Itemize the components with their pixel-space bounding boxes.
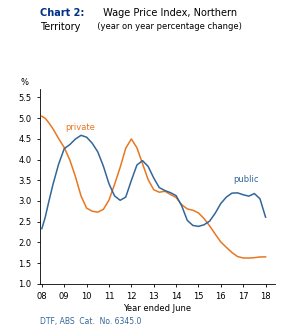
Text: (year on year percentage change): (year on year percentage change) <box>92 22 242 31</box>
Text: private: private <box>65 123 95 132</box>
Text: Wage Price Index, Northern: Wage Price Index, Northern <box>100 8 238 18</box>
Text: Territory: Territory <box>40 22 80 32</box>
Text: DTF, ABS  Cat.  No. 6345.0: DTF, ABS Cat. No. 6345.0 <box>40 317 141 326</box>
Text: public: public <box>233 175 259 184</box>
Text: Chart 2:: Chart 2: <box>40 8 84 18</box>
Text: %: % <box>21 78 29 87</box>
X-axis label: Year ended June: Year ended June <box>123 304 191 313</box>
